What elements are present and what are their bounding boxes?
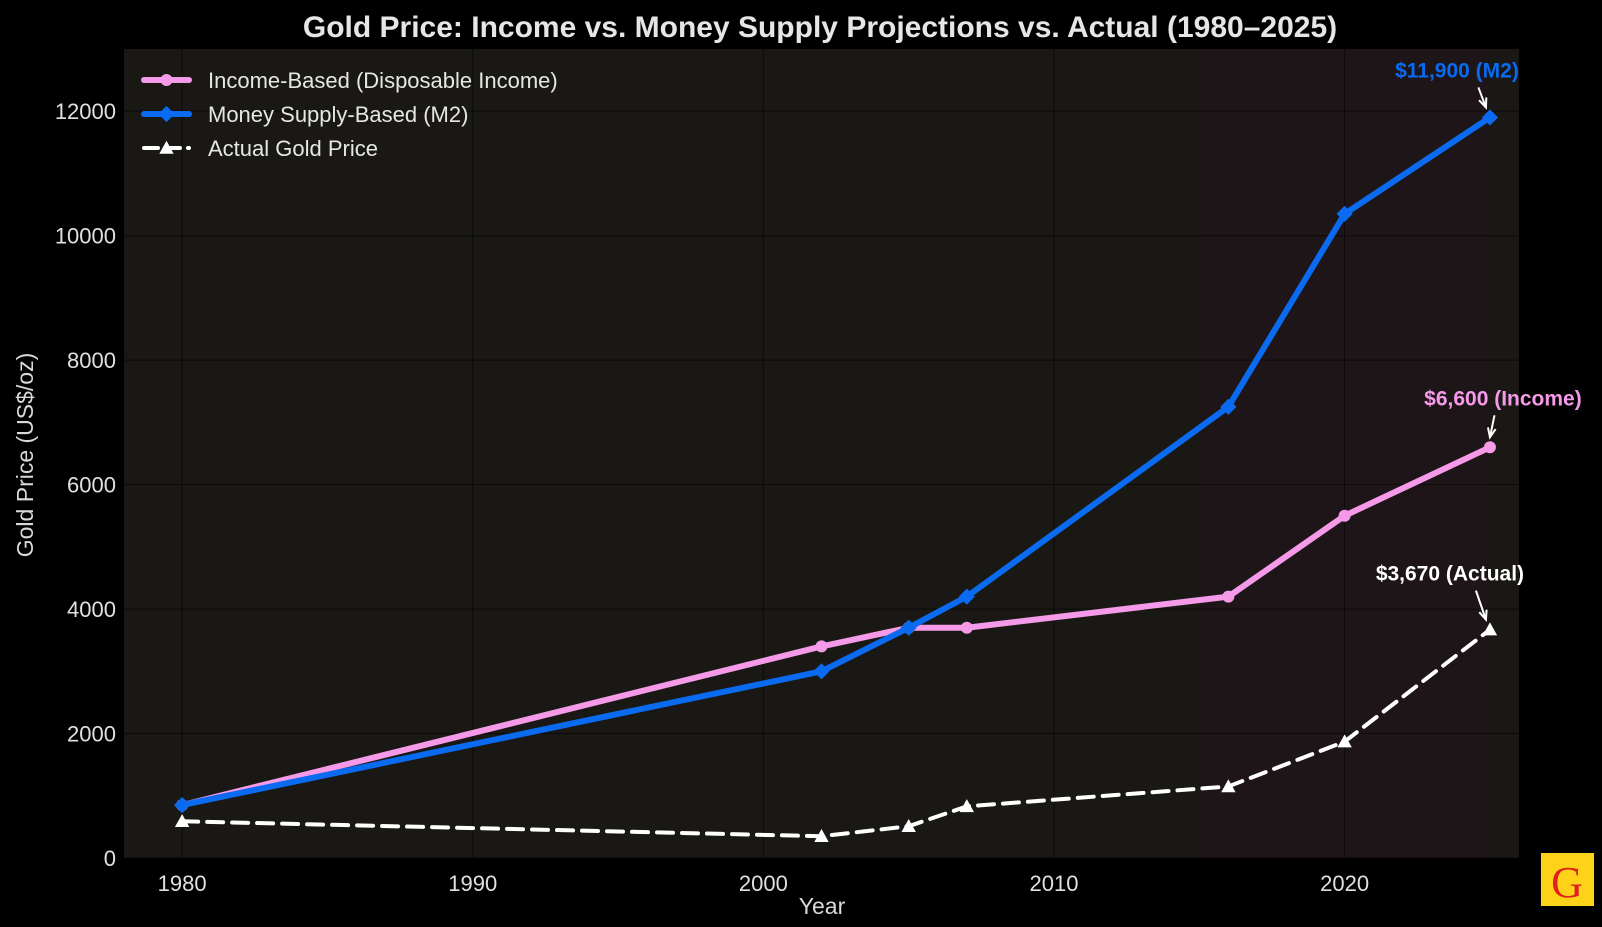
legend-label: Money Supply-Based (M2) [208,102,468,127]
series-point [900,619,917,636]
series-point [814,829,829,842]
annotation: $6,600 (Income) [1424,387,1582,440]
axis-ticks: 1980 1990 2000 2010 2020 0 2000 4000 6000 8000 100… [55,99,1369,896]
y-tick-label: 6000 [67,473,116,498]
series-point [1481,109,1499,126]
annotation: $11,900 (M2) [1395,59,1519,110]
series-point [1220,398,1237,415]
x-tick-label: 2020 [1320,871,1369,896]
legend-label: Income-Based (Disposable Income) [208,68,558,93]
x-tick-label: 1980 [158,871,207,896]
series-point [158,105,175,123]
series-point [815,640,828,653]
series-point [901,819,916,833]
y-tick-label: 8000 [67,348,116,373]
y-tick-label: 2000 [67,722,116,747]
grid-lines [124,49,1519,859]
annotation-arrow [1488,415,1496,438]
annotation-arrowhead [1487,427,1497,440]
y-tick-label: 10000 [55,224,116,249]
annotation-arrowhead [1478,609,1488,623]
chart-title: Gold Price: Income vs. Money Supply Proj… [303,11,1337,44]
x-tick-label: 1990 [448,871,497,896]
series-point [1336,205,1353,223]
y-axis-label: Gold Price (US$/oz) [12,353,38,558]
series [174,622,1498,842]
legend-item: Actual Gold Price [142,136,378,161]
y-tick-label: 0 [104,846,116,871]
annotation: $3,670 (Actual) [1376,563,1524,623]
legend-item: Income-Based (Disposable Income) [141,68,558,93]
annotations: $11,900 (M2) $6,600 (Income) $3,670 (Actua… [1376,59,1582,623]
series-point [813,663,830,680]
series-lines [174,109,1499,842]
annotation-arrow [1477,87,1487,108]
logo-letter: G [1551,858,1583,907]
series-point [159,140,174,154]
x-tick-label: 2010 [1030,871,1079,896]
legend: Income-Based (Disposable Income) Money Su… [141,68,558,161]
series-point [960,621,973,634]
logo: G [1541,853,1594,907]
series-point [160,74,173,86]
x-tick-label: 2000 [739,871,788,896]
series-point [1221,779,1236,793]
series-point [1337,734,1352,748]
annotation-arrow [1474,590,1487,620]
y-tick-label: 4000 [67,597,116,622]
annotation-label: $11,900 (M2) [1395,59,1519,82]
annotation-label: $6,600 (Income) [1424,387,1582,410]
legend-item: Money Supply-Based (M2) [141,102,468,127]
series-point [959,799,975,813]
series-point [1338,509,1351,522]
series-point [174,797,191,814]
annotation-label: $3,670 (Actual) [1376,563,1524,586]
y-tick-label: 12000 [55,99,116,124]
legend-label: Actual Gold Price [208,136,378,161]
series [176,441,1496,812]
series-point [1222,590,1235,603]
series-point [1482,622,1498,636]
series-point [958,588,975,605]
x-axis-label: Year [799,893,846,919]
series-point [174,814,190,828]
annotation-arrowhead [1478,97,1488,110]
series [174,109,1499,814]
series-point [1483,441,1496,454]
